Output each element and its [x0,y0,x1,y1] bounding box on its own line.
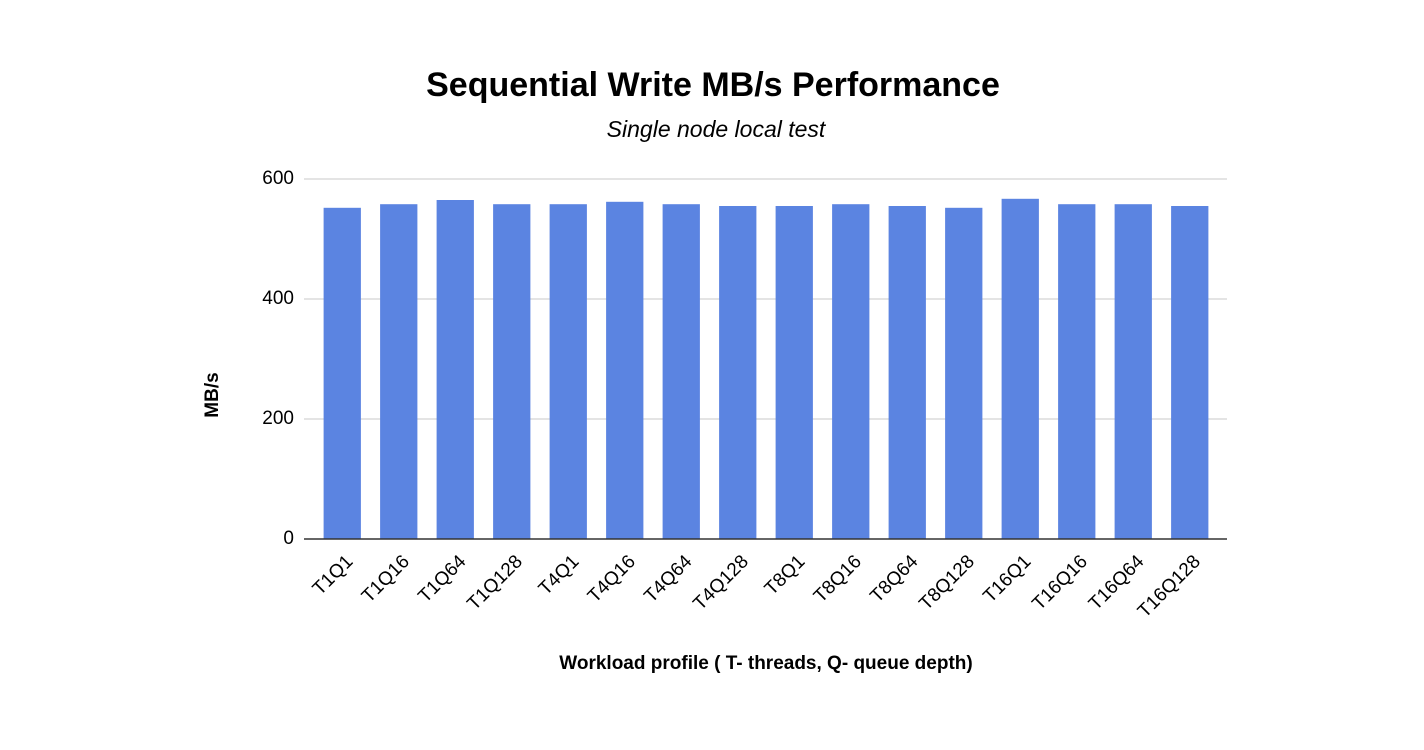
x-axis-label: Workload profile ( T- threads, Q- queue … [559,653,972,674]
bar [945,207,983,540]
bar [1114,204,1152,539]
x-tick-label: T4Q16 [584,551,640,607]
x-tick-label: T1Q16 [358,551,414,607]
bar [775,206,813,539]
x-tick-label: T4Q128 [689,551,752,614]
y-tick-label: 0 [283,528,294,549]
bar [888,206,926,539]
y-axis-label: MB/s [202,372,223,417]
x-tick-label: T8Q64 [866,551,922,607]
x-tick-label: T8Q16 [810,551,866,607]
x-tick-label: T1Q64 [414,551,470,607]
bar [1058,204,1096,539]
chart-subtitle: Single node local test [607,116,827,142]
x-tick-label: T16Q1 [979,551,1035,607]
x-tick-label: T16Q16 [1028,551,1091,614]
bar [549,204,587,539]
x-tick-label: T8Q128 [915,551,978,614]
x-tick-label: T4Q64 [640,551,696,607]
y-tick-label: 400 [262,288,294,309]
bar [436,200,474,539]
bar [323,207,361,540]
x-tick-label: T8Q1 [761,551,809,599]
bar [1171,206,1209,539]
chart-title: Sequential Write MB/s Performance [426,66,1000,104]
x-tick-label: T4Q1 [535,551,583,599]
bar [380,204,418,539]
bar [493,204,531,539]
bar [832,204,870,539]
bar [719,206,757,539]
y-tick-label: 200 [262,408,294,429]
x-tick-label: T1Q128 [463,551,526,614]
bar [662,204,700,539]
y-tick-label: 600 [262,168,294,189]
x-tick-label: T16Q128 [1134,551,1205,622]
bar [1001,198,1039,540]
bar [606,201,644,540]
x-tick-label: T1Q1 [309,551,357,599]
